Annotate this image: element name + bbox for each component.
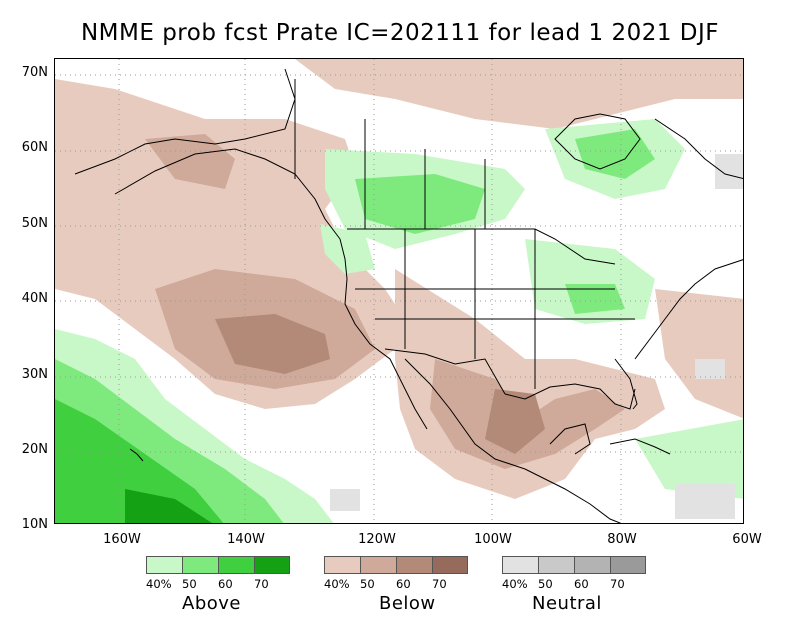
above-region-caribbean	[635, 419, 743, 499]
legend-above-tick: 70	[254, 577, 269, 591]
border-us-mexico	[384, 348, 506, 395]
legend-above-ticks: 40% 50 60 70	[146, 577, 290, 591]
legend-neutral-tick: 50	[538, 577, 553, 591]
legend-above-tick: 40%	[146, 577, 172, 591]
coastline-pacific-us	[339, 238, 401, 380]
coastline-east-us	[634, 259, 743, 360]
lon-label-80w: 80W	[607, 532, 637, 547]
coastline-gulf	[504, 383, 636, 410]
coastline-hudson-bay	[554, 113, 641, 170]
legend-above-tick: 50	[182, 577, 197, 591]
below-region-mexico-core	[430, 359, 625, 469]
legend-neutral-bar	[502, 556, 646, 574]
legend-neutral-tick: 70	[610, 577, 625, 591]
coastline-baja	[399, 378, 428, 430]
legend-below-ticks: 40% 50 60 70	[324, 577, 468, 591]
below-region-alaska	[145, 134, 235, 189]
coastline-labrador	[654, 118, 743, 180]
below-region-mexico-inner	[485, 389, 545, 454]
lat-label-40n: 40N	[21, 291, 48, 306]
lon-label-160w: 160W	[103, 532, 141, 547]
lon-label-140w: 140W	[227, 532, 265, 547]
legend-below-bar	[324, 556, 468, 574]
legend-below-tick: 60	[396, 577, 411, 591]
legend-neutral-swatch-40	[502, 556, 538, 574]
coastline-hawaii	[129, 448, 144, 462]
neutral-patch-atlantic	[675, 484, 735, 519]
above-region-ohio-valley	[565, 284, 625, 314]
graticule	[55, 59, 743, 523]
legend-below-swatch-50	[360, 556, 396, 574]
border-us-canada	[347, 228, 616, 265]
coastlines	[74, 68, 743, 523]
lat-label-60n: 60N	[21, 140, 48, 155]
forecast-map	[54, 58, 744, 524]
legend-above-bar	[146, 556, 290, 574]
map-title: NMME prob fcst Prate IC=202111 for lead …	[80, 20, 720, 46]
legend-neutral-swatch-70	[610, 556, 646, 574]
legend-below-tick: 50	[360, 577, 375, 591]
legend-neutral-ticks: 40% 50 60 70	[502, 577, 646, 591]
legend-neutral-swatch-50	[538, 556, 574, 574]
neutral-regions	[330, 154, 743, 519]
lon-label-100w: 100W	[474, 532, 512, 547]
legend-below-swatch-40	[324, 556, 360, 574]
legend-above-swatch-50	[182, 556, 218, 574]
border-canada-provinces	[364, 119, 486, 229]
coastline-central-america	[524, 468, 622, 523]
lat-label-10n: 10N	[21, 517, 48, 532]
legend-above-tick: 60	[218, 577, 233, 591]
legend-below-tick: 40%	[324, 577, 350, 591]
above-region-nw-coast	[320, 224, 375, 274]
below-region-arctic	[295, 59, 743, 129]
coastline-alaska-west	[74, 68, 296, 175]
legend-neutral-swatch-60	[574, 556, 610, 574]
coastline-cuba	[609, 438, 671, 455]
neutral-patch-ne	[715, 154, 743, 189]
legend-neutral-label: Neutral	[532, 593, 602, 614]
lat-label-30n: 30N	[21, 367, 48, 382]
legend-below-tick: 70	[432, 577, 447, 591]
above-region-tropical-pacific-strong	[125, 489, 212, 523]
lon-label-60w: 60W	[732, 532, 762, 547]
legend-below-swatch-70	[432, 556, 468, 574]
neutral-patch-pacific	[330, 489, 360, 511]
lon-label-120w: 120W	[358, 532, 396, 547]
coastline-florida	[614, 358, 638, 410]
below-normal-regions	[55, 59, 743, 499]
legend-above-swatch-40	[146, 556, 182, 574]
coastline-alaska-south	[114, 148, 341, 240]
lat-label-70n: 70N	[21, 65, 48, 80]
lat-label-20n: 20N	[21, 442, 48, 457]
legend-above-swatch-70	[254, 556, 290, 574]
above-region-canada-core	[355, 174, 485, 234]
legend-below-label: Below	[379, 593, 436, 614]
coastline-mexico-west	[404, 358, 526, 470]
legend-above-label: Above	[182, 593, 241, 614]
above-region-tropical-pacific-inner	[55, 399, 224, 523]
legend-neutral-tick: 40%	[502, 577, 528, 591]
below-region-pacific-inner	[215, 314, 330, 374]
legend-above-swatch-60	[218, 556, 254, 574]
neutral-patch-gulfstream	[695, 359, 725, 379]
coastline-yucatan	[549, 423, 591, 455]
lat-label-50n: 50N	[21, 216, 48, 231]
legend-below-swatch-60	[396, 556, 432, 574]
legend-neutral-tick: 60	[574, 577, 589, 591]
below-region-east-atlantic	[655, 289, 743, 419]
